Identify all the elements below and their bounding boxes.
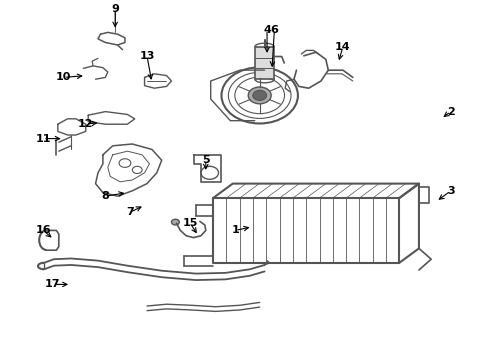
- Text: 17: 17: [45, 279, 61, 289]
- Text: 5: 5: [202, 155, 210, 165]
- Text: 13: 13: [139, 51, 155, 61]
- Text: 9: 9: [111, 4, 119, 14]
- Text: 11: 11: [35, 134, 51, 144]
- Text: 1: 1: [231, 225, 239, 235]
- Text: 12: 12: [78, 119, 94, 129]
- Text: 15: 15: [182, 218, 198, 228]
- Bar: [255, 47, 274, 79]
- Text: 16: 16: [35, 225, 51, 235]
- Text: 4: 4: [263, 24, 271, 35]
- Text: 8: 8: [101, 191, 109, 201]
- Text: 6: 6: [270, 24, 278, 35]
- Text: 10: 10: [56, 72, 72, 82]
- Circle shape: [172, 219, 179, 225]
- Text: 7: 7: [126, 207, 134, 217]
- Text: 2: 2: [447, 107, 455, 117]
- Circle shape: [253, 90, 267, 100]
- Circle shape: [248, 87, 271, 104]
- Text: 14: 14: [335, 42, 351, 52]
- Text: 3: 3: [447, 186, 455, 196]
